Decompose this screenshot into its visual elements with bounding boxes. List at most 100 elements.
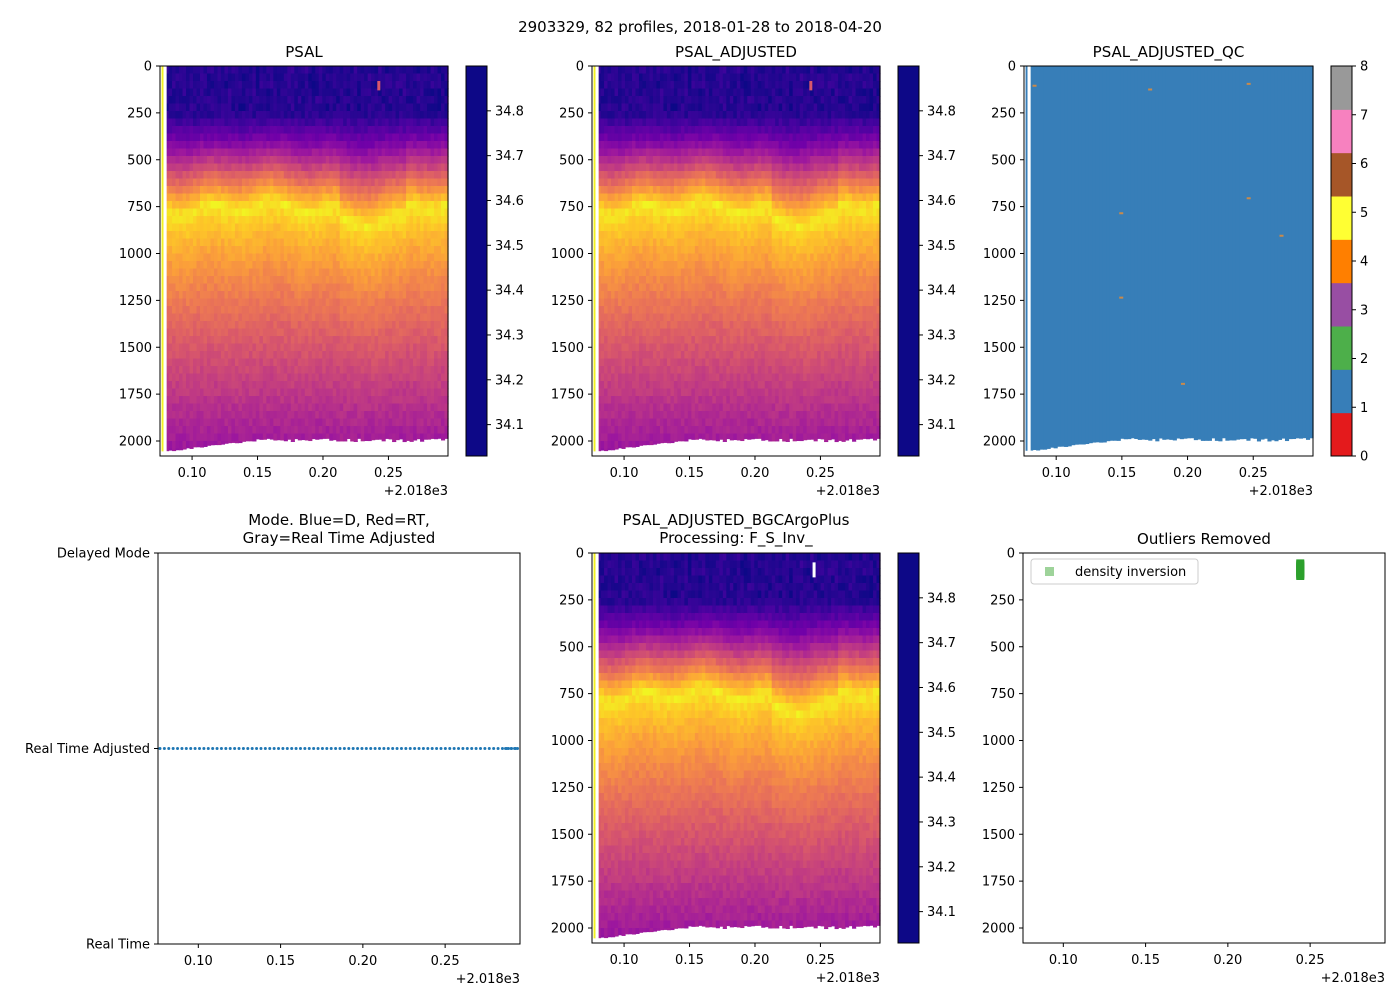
psal-cell	[374, 88, 379, 97]
psal-cell	[294, 126, 299, 135]
psal-cell	[189, 313, 194, 322]
psal-cell	[336, 306, 341, 315]
psal-cell	[304, 193, 309, 202]
psal-cell	[413, 103, 418, 112]
psal-cell	[318, 433, 323, 440]
psal-cell	[241, 268, 246, 277]
psal-cell	[395, 133, 400, 142]
psal-cell	[196, 238, 201, 247]
psal-adjusted-cell	[618, 381, 623, 390]
psal-cell	[301, 328, 306, 337]
psal-cell	[175, 178, 180, 187]
psal-cell	[182, 246, 187, 255]
psal-cell	[168, 366, 173, 375]
psal-cell	[227, 283, 233, 292]
psal-cell	[395, 103, 400, 112]
psal-cell	[360, 433, 365, 442]
psal-cell	[357, 231, 362, 240]
psal-cell	[385, 411, 390, 420]
psal-cell	[210, 81, 215, 90]
psal-cell	[234, 66, 240, 75]
psal-cell	[259, 246, 264, 255]
psal-cell	[346, 156, 351, 165]
psal-cell	[217, 163, 222, 172]
psal-cell	[301, 208, 306, 217]
psal-cell	[353, 388, 358, 397]
psal-adjusted-cell	[631, 358, 637, 367]
psal-cell	[199, 298, 205, 307]
psal-cell	[329, 111, 334, 120]
psal-cell	[168, 246, 173, 255]
psal-cell	[346, 253, 351, 262]
psal-cell	[325, 351, 330, 360]
psal-cell	[252, 163, 257, 172]
psal-adjusted-cell	[611, 298, 616, 307]
psal-cell	[441, 418, 446, 427]
psal-cell	[283, 261, 288, 270]
psal-cell	[413, 358, 418, 367]
psal-cell	[402, 238, 407, 247]
psal-cell	[315, 133, 320, 142]
psal-cell	[444, 186, 449, 195]
psal-cell	[182, 261, 187, 270]
psal-cell	[315, 343, 320, 352]
psal-cell	[441, 246, 446, 255]
psal-adjusted-cell	[600, 426, 605, 435]
psal-cell	[406, 193, 411, 202]
psal-cell	[374, 328, 379, 337]
psal-adjusted-cell	[631, 298, 637, 307]
psal-cell	[255, 283, 260, 292]
psal-adjusted-cell	[597, 118, 602, 127]
psal-adjusted-cell	[614, 381, 619, 390]
psal-cell	[357, 418, 362, 427]
psal-cell	[210, 246, 215, 255]
psal-adjusted-cell	[607, 411, 612, 420]
psal-cell	[255, 118, 260, 127]
psal-cell	[262, 238, 267, 247]
psal-cell	[231, 291, 236, 300]
psal-cell	[437, 276, 442, 285]
psal-cell	[339, 403, 344, 412]
psal-cell	[353, 73, 358, 82]
psal-cell	[360, 388, 365, 397]
psal-cell	[371, 171, 376, 180]
psal-cell	[186, 96, 191, 105]
psal-cell	[269, 283, 274, 292]
psal-cell	[357, 358, 362, 367]
psal-cell	[308, 223, 313, 232]
psal-cell	[259, 433, 264, 440]
psal-cell	[227, 103, 233, 112]
psal-cell	[343, 216, 348, 225]
psal-cell	[343, 291, 348, 300]
psal-cell	[186, 186, 191, 195]
psal-cell	[276, 358, 281, 367]
psal-cell	[210, 201, 215, 210]
psal-cell	[357, 238, 362, 247]
psal-cell	[301, 283, 306, 292]
psal-cell	[364, 283, 369, 292]
psal-cell	[325, 321, 330, 330]
psal-cell	[413, 141, 418, 150]
psal-cell	[392, 268, 397, 277]
psal-cell	[311, 411, 316, 420]
psal-cell	[343, 246, 348, 255]
psal-cell	[283, 118, 288, 127]
psal-cell	[420, 201, 425, 210]
psal-cell	[252, 366, 257, 375]
psal-cell	[350, 118, 355, 127]
psal-cell	[343, 283, 348, 292]
psal-cell	[322, 321, 327, 330]
psal-cell	[294, 186, 299, 195]
psal-cell	[441, 111, 446, 120]
psal-cell	[252, 388, 257, 397]
psal-cell	[423, 171, 428, 180]
psal-cell	[427, 81, 432, 90]
psal-cell	[301, 373, 306, 382]
psal-cell	[434, 238, 439, 247]
psal-cell	[437, 381, 442, 390]
psal-cell	[423, 156, 428, 165]
psal-cell	[280, 81, 285, 90]
psal-cell	[420, 246, 425, 255]
psal-adjusted-cell	[621, 441, 626, 449]
psal-cell	[168, 133, 173, 142]
